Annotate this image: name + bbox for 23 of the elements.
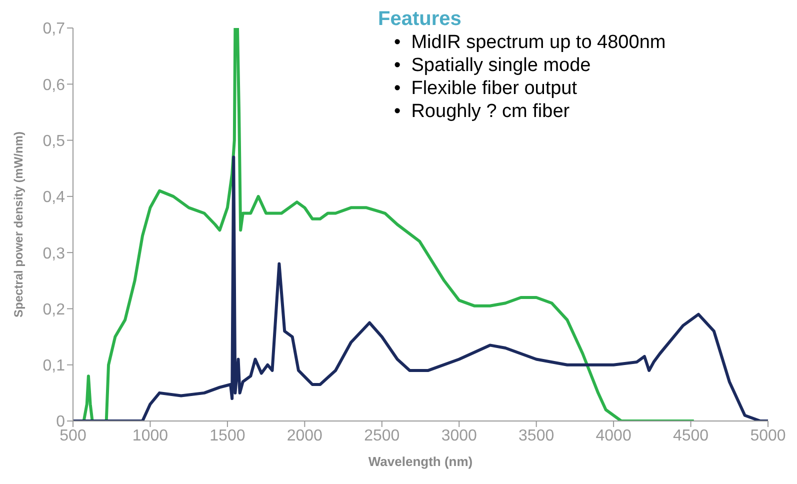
y-tick-label: 0,4 (42, 189, 66, 206)
x-tick-label: 3500 (518, 427, 554, 444)
x-tick-label: 3000 (441, 427, 478, 444)
x-tick-label: 1500 (210, 427, 246, 444)
y-tick-label: 0,7 (42, 20, 66, 38)
x-tick-label: 4500 (672, 427, 709, 444)
x-tick-label: 5000 (750, 427, 786, 444)
annotation: • Flexible fiber output (393, 77, 578, 100)
x-axis-title: Wavelength (nm) (368, 454, 473, 469)
y-tick-label: 0,5 (42, 132, 66, 150)
annotation: • Spatially single mode (393, 54, 592, 77)
y-tick-label: 0,6 (42, 76, 66, 94)
x-tick-label: 2000 (286, 427, 323, 444)
y-axis-title: Spectral power density (mW/nm) (11, 131, 26, 318)
x-tick-label: 4000 (596, 427, 632, 444)
x-tick-label: 2500 (364, 427, 400, 444)
y-tick-label: 0,2 (42, 301, 66, 318)
annotation: Features (378, 8, 462, 31)
x-tick-label: 1000 (132, 427, 168, 444)
y-tick-label: 0,1 (42, 358, 66, 375)
annotation: • MidIR spectrum up to 4800nm (393, 31, 667, 54)
y-tick-label: 0,3 (42, 245, 66, 262)
annotation: • Roughly ? cm fiber (393, 100, 571, 123)
